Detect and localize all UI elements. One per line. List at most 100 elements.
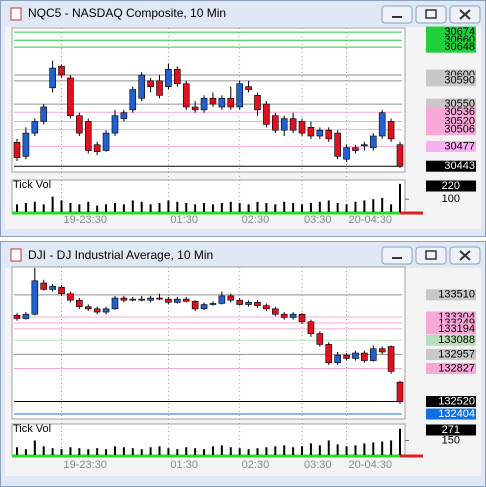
candle-body — [325, 129, 333, 140]
price-label: 30477 — [444, 140, 475, 152]
candle-body — [31, 121, 39, 134]
candle-body — [334, 132, 341, 157]
candle-body — [138, 298, 145, 301]
candle-body — [13, 314, 21, 319]
candle-body — [280, 118, 288, 131]
candle-body — [227, 97, 235, 108]
candle-body — [218, 97, 226, 108]
candle-body — [227, 295, 235, 301]
price-label: 30590 — [444, 75, 475, 87]
candle-body — [245, 86, 252, 90]
candle-body — [138, 74, 145, 99]
price-label-box — [426, 160, 476, 172]
price-label-box — [426, 348, 476, 360]
price-label-box — [426, 106, 476, 118]
icon — [459, 250, 471, 261]
price-label-box — [426, 334, 476, 346]
price-label-box — [426, 311, 476, 323]
price-label-box — [426, 41, 476, 53]
volume-value-box — [426, 424, 476, 436]
candle-body — [236, 83, 243, 108]
price-label-box — [426, 26, 476, 38]
price-label-box — [426, 289, 476, 301]
candle-body — [325, 344, 333, 364]
price-label-box — [426, 396, 476, 408]
x-tick-label: 19-23:30 — [64, 214, 107, 226]
candle-body — [102, 132, 110, 151]
candle-body — [84, 121, 92, 151]
candle-body — [343, 147, 350, 160]
icon — [425, 9, 437, 19]
candle-body — [280, 313, 288, 318]
price-label-box — [426, 98, 476, 110]
minimize-button[interactable] — [381, 5, 413, 24]
price-label: 133510 — [438, 289, 475, 301]
price-panel — [11, 266, 406, 420]
price-label: 132404 — [438, 408, 475, 420]
candle-body — [120, 297, 128, 301]
candle-body — [156, 80, 163, 96]
minimize-button[interactable] — [381, 246, 413, 265]
candle-body — [120, 112, 128, 119]
price-label-box — [426, 362, 476, 374]
price-label: 133194 — [438, 323, 475, 335]
candle-body — [254, 95, 261, 111]
candle-body — [352, 352, 359, 359]
price-label: 30506 — [444, 124, 475, 136]
candle-body — [40, 282, 48, 290]
candle-body — [93, 144, 101, 152]
candle-body — [49, 285, 56, 290]
candle-body — [289, 313, 297, 318]
candle-body — [396, 144, 404, 167]
volume-panel — [11, 179, 406, 213]
candle-body — [22, 313, 30, 319]
candle-body — [111, 115, 119, 134]
candle-body — [343, 354, 350, 359]
candle-body — [307, 321, 315, 334]
candle-body — [84, 306, 92, 310]
candle-body — [298, 121, 306, 134]
candle-body — [182, 298, 190, 302]
maximize-button[interactable] — [415, 246, 447, 265]
candle-body — [289, 118, 297, 131]
candle-body — [40, 106, 48, 122]
candle-body — [396, 381, 404, 402]
price-label: 30648 — [444, 41, 475, 53]
x-tick-label: 20-04:30 — [349, 214, 392, 226]
price-label-box — [426, 124, 476, 136]
window-icon — [10, 7, 22, 21]
price-label-box — [426, 317, 476, 329]
candle-body — [352, 147, 359, 151]
x-tick-label: 20-04:30 — [349, 459, 392, 471]
volume-tick-label: 150 — [442, 434, 460, 446]
candle-body — [58, 66, 65, 76]
candle-body — [209, 303, 217, 305]
candle-body — [387, 121, 395, 140]
candle-body — [263, 103, 270, 125]
window-title: NQC5 - NASDAQ Composite, 10 Min — [28, 6, 226, 20]
candle-body — [200, 97, 208, 111]
candle-body — [165, 68, 172, 87]
price-label: 30536 — [444, 106, 475, 118]
window-buttons — [381, 5, 481, 265]
candle-body — [67, 293, 74, 301]
candle-body — [245, 302, 252, 305]
price-label: 30443 — [444, 160, 475, 172]
candle-body — [378, 112, 386, 137]
price-label-box — [426, 69, 476, 81]
candle-body — [191, 300, 199, 310]
x-tick-label: 02:30 — [242, 214, 270, 226]
candle-body — [156, 297, 163, 300]
window-title: DJI - DJ Industrial Average, 10 Min — [28, 248, 213, 262]
candle-body — [102, 308, 110, 313]
volume-label: Tick Vol — [13, 423, 51, 435]
candle-body — [22, 132, 30, 157]
x-tick-label: 19-23:30 — [64, 459, 107, 471]
candle-body — [147, 80, 154, 87]
x-tick-label: 03:30 — [304, 214, 332, 226]
candle-body — [111, 297, 119, 310]
maximize-button[interactable] — [415, 5, 447, 24]
candle-body — [31, 280, 39, 315]
price-label: 132957 — [438, 348, 475, 360]
